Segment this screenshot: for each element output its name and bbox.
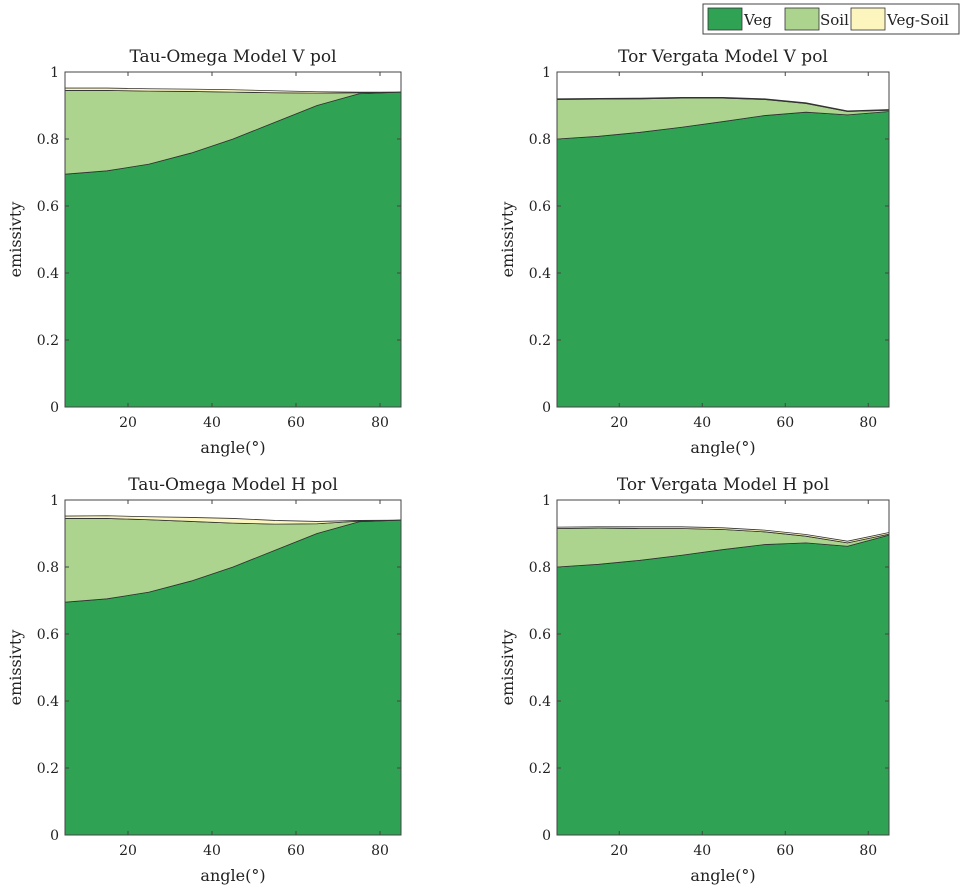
area-veg-soil	[64, 515, 402, 525]
legend-swatch-soil	[784, 7, 820, 31]
legend-label-veg: Veg	[743, 11, 772, 29]
y-tick-label: 0.4	[37, 694, 59, 710]
y-tick-label: 1	[50, 493, 59, 509]
y-tick-label: 0.2	[529, 333, 551, 349]
y-axis-label: emissivty	[498, 202, 517, 278]
y-tick-label: 0.4	[37, 266, 59, 282]
x-tick-label: 40	[693, 415, 711, 431]
axes-frame	[556, 71, 890, 408]
x-tick-label: 40	[693, 843, 711, 859]
axes-frame	[64, 499, 402, 836]
x-tick-label: 20	[610, 415, 628, 431]
y-tick-label: 0.2	[529, 761, 551, 777]
axes-frame	[556, 499, 890, 836]
chart-panel-4: 0 0.2 0.4 0.6 0.8 1 20 40 60 80 Tor Vergata Model …	[498, 475, 890, 885]
area-veg	[556, 111, 890, 408]
x-tick-label: 60	[776, 843, 794, 859]
legend-swatch-veg-soil	[850, 7, 886, 31]
x-tick-label: 80	[859, 843, 877, 859]
y-tick-label: 0.2	[37, 333, 59, 349]
y-tick-label: 0.6	[529, 627, 551, 643]
x-tick-label: 20	[610, 843, 628, 859]
chart-title: Tor Vergata Model H pol	[617, 475, 829, 495]
y-tick-label: 0.6	[37, 199, 59, 215]
legend-label-soil: Soil	[820, 11, 849, 29]
y-axis-label: emissivty	[6, 630, 25, 706]
x-tick-label: 80	[371, 843, 389, 859]
x-axis-label: angle(°)	[200, 438, 265, 457]
y-tick-label: 0.6	[529, 199, 551, 215]
y-tick-label: 1	[542, 65, 551, 81]
x-tick-label: 80	[859, 415, 877, 431]
y-tick-label: 0.2	[37, 761, 59, 777]
legend-box	[702, 3, 960, 35]
y-tick-label: 0	[542, 828, 551, 844]
x-tick-label: 20	[119, 415, 137, 431]
x-tick-label: 20	[119, 843, 137, 859]
x-tick-label: 60	[287, 843, 305, 859]
y-tick-label: 0.8	[529, 560, 551, 576]
area-veg	[556, 534, 890, 836]
y-tick-label: 0.6	[37, 627, 59, 643]
y-tick-label: 0	[50, 400, 59, 416]
legend-label-veg-soil: Veg-Soil	[886, 11, 949, 29]
x-tick-label: 80	[371, 415, 389, 431]
x-axis-label: angle(°)	[690, 438, 755, 457]
y-tick-label: 0.4	[529, 266, 551, 282]
y-axis-label: emissivty	[6, 202, 25, 278]
y-tick-label: 0.8	[529, 132, 551, 148]
chart-title: Tau-Omega Model V pol	[129, 47, 336, 67]
x-axis-label: angle(°)	[690, 866, 755, 885]
chart-panel-2: 0 0.2 0.4 0.6 0.8 1 20 40 60 80 Tor Vergata Model …	[498, 47, 890, 457]
y-tick-label: 0.8	[37, 132, 59, 148]
area-veg-soil	[64, 87, 402, 94]
legend: Veg Soil Veg-Soil	[702, 3, 960, 35]
x-tick-label: 60	[287, 415, 305, 431]
chart-panel-3: 0 0.2 0.4 0.6 0.8 1 20 40 60 80 Tau-Omega Model H …	[6, 475, 402, 885]
y-tick-label: 1	[50, 65, 59, 81]
y-tick-label: 0	[542, 400, 551, 416]
x-tick-label: 40	[203, 843, 221, 859]
y-tick-label: 0.4	[529, 694, 551, 710]
y-tick-label: 1	[542, 493, 551, 509]
axes-frame	[64, 71, 402, 408]
x-tick-label: 60	[776, 415, 794, 431]
y-axis-label: emissivty	[498, 630, 517, 706]
chart-title: Tau-Omega Model H pol	[128, 475, 338, 495]
chart-panel-1: 0 0.2 0.4 0.6 0.8 1 20 40 60 80 Tau-Omega Model V …	[6, 47, 402, 457]
legend-swatch-veg	[707, 7, 743, 31]
y-tick-label: 0.8	[37, 560, 59, 576]
y-tick-label: 0	[50, 828, 59, 844]
x-tick-label: 40	[203, 415, 221, 431]
chart-title: Tor Vergata Model V pol	[618, 47, 828, 67]
x-axis-label: angle(°)	[200, 866, 265, 885]
